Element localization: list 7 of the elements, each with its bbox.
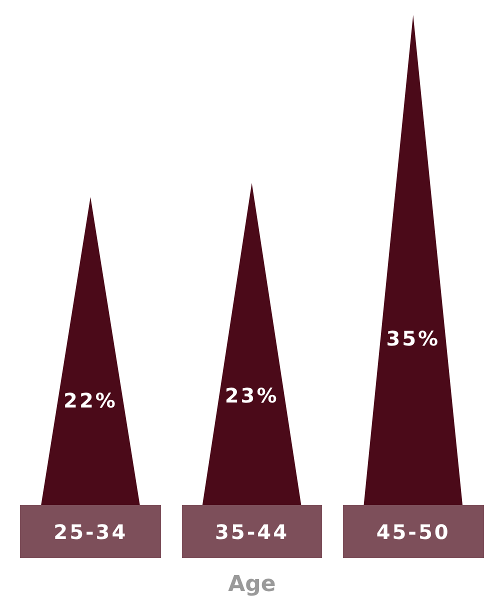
- x-tick-label: 25-34: [54, 520, 128, 544]
- data-label: 35%: [386, 326, 440, 350]
- data-label: 22%: [64, 388, 118, 412]
- x-tick-label: 35-44: [215, 520, 289, 544]
- x-tick-label: 45-50: [376, 520, 450, 544]
- data-label: 23%: [224, 384, 279, 408]
- x-axis-title: Age: [228, 572, 276, 597]
